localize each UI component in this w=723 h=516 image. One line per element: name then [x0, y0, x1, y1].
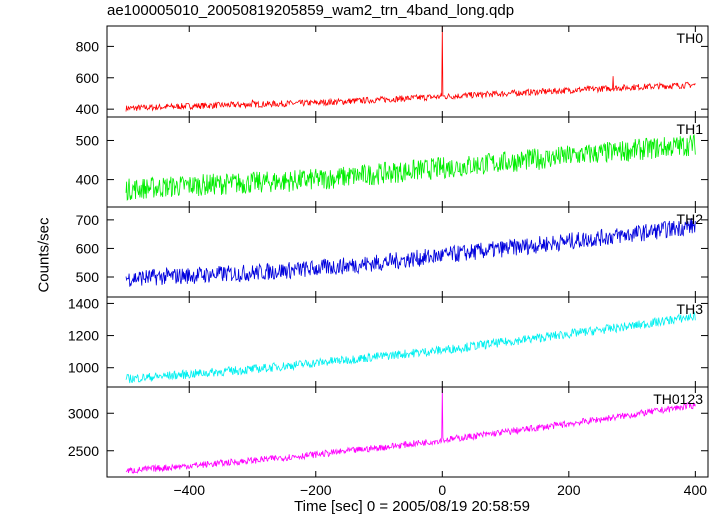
y-tick-label: 1400 — [68, 295, 99, 311]
x-axis-label: Time [sec] 0 = 2005/08/19 20:58:59 — [294, 498, 530, 515]
y-tick-label: 700 — [76, 212, 100, 228]
x-tick-label: 0 — [438, 482, 446, 498]
x-tick-label: 400 — [684, 482, 708, 498]
series-line-th2 — [125, 218, 696, 287]
y-tick-label: 1200 — [68, 328, 99, 344]
y-tick-label: 800 — [76, 38, 100, 54]
panel-frame — [106, 386, 709, 478]
series-name-th3: TH3 — [677, 301, 704, 317]
y-tick-label: 400 — [76, 101, 100, 117]
x-tick-label: 200 — [557, 482, 581, 498]
chart-title: ae100005010_20050819205859_wam2_trn_4ban… — [107, 2, 515, 19]
series-line-th0123 — [125, 387, 696, 474]
series-name-th2: TH2 — [677, 211, 704, 227]
y-tick-label: 500 — [76, 269, 100, 285]
y-tick-label: 1000 — [68, 360, 99, 376]
series-line-th1 — [125, 134, 696, 201]
y-tick-label: 600 — [76, 70, 100, 86]
series-name-th1: TH1 — [677, 121, 704, 137]
x-tick-label: −200 — [300, 482, 332, 498]
panel-frame — [106, 206, 709, 298]
y-tick-label: 400 — [76, 172, 100, 188]
panel-th0: 400 600 800 TH0 — [76, 25, 709, 118]
panel-th0123: 2500 3000 TH0123 — [68, 386, 709, 478]
y-tick-label: 2500 — [68, 443, 99, 459]
panel-th3: 1000 1200 1400 TH3 — [68, 295, 709, 388]
panel-th1: 400 500 TH1 — [76, 116, 709, 208]
series-name-th0123: TH0123 — [653, 391, 703, 407]
y-axis-label: Counts/sec — [35, 217, 53, 293]
series-line-th0 — [125, 26, 696, 112]
series-name-th0: TH0 — [677, 30, 704, 46]
series-line-th3 — [125, 311, 696, 384]
y-tick-label: 3000 — [68, 405, 99, 421]
y-tick-label: 500 — [76, 132, 100, 148]
x-tick-label: −400 — [173, 482, 205, 498]
panel-th2: 500 600 700 TH2 — [76, 206, 709, 298]
y-tick-label: 600 — [76, 240, 100, 256]
